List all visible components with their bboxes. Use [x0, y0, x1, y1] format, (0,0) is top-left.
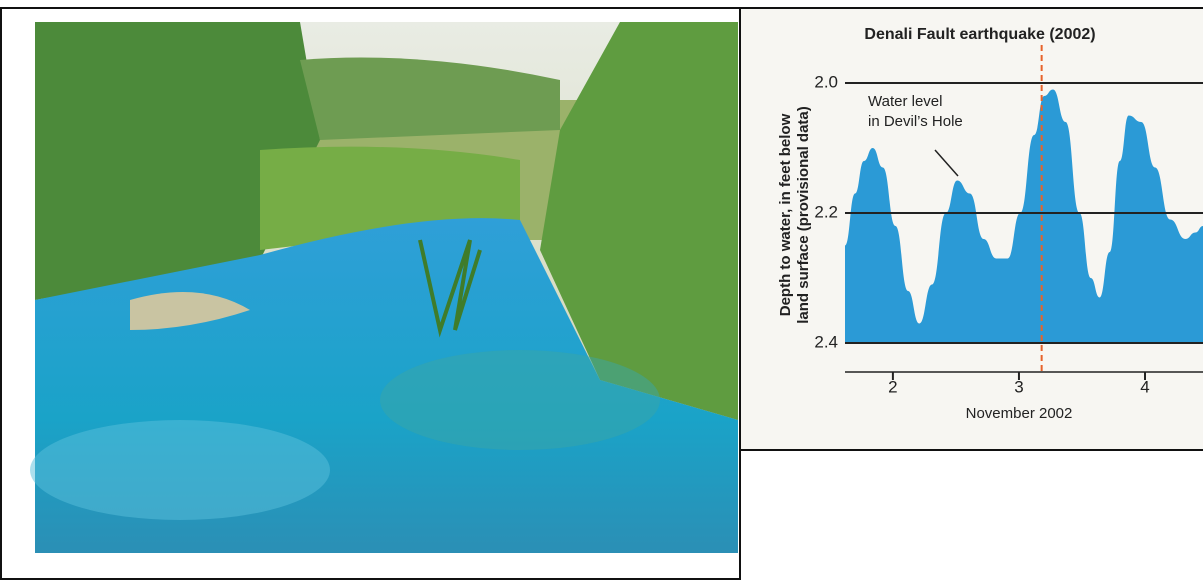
x-axis-label: November 2002 — [966, 405, 1073, 422]
photo — [30, 22, 738, 553]
chart-title: Denali Fault earthquake (2002) — [864, 26, 1095, 43]
page-canvas: 2.0 2.2 2.4 2 3 4 Denali Fault earthquake (200… — [0, 0, 1203, 580]
y-tick-label: 2.2 — [814, 202, 838, 221]
page: 2.0 2.2 2.4 2 3 4 Denali Fault earthquake (200… — [0, 0, 1203, 580]
annotation: Water level — [868, 93, 942, 110]
annotation: in Devil’s Hole — [868, 113, 963, 130]
x-tick-label: 4 — [1140, 377, 1149, 396]
y-axis-label: Depth to water, in feet below — [777, 113, 794, 316]
y-tick-label: 2.0 — [814, 72, 838, 91]
x-tick-label: 3 — [1014, 377, 1023, 396]
y-axis-label: land surface (provisional data) — [795, 106, 812, 324]
x-tick-label: 2 — [888, 377, 897, 396]
y-tick-label: 2.4 — [814, 332, 838, 351]
